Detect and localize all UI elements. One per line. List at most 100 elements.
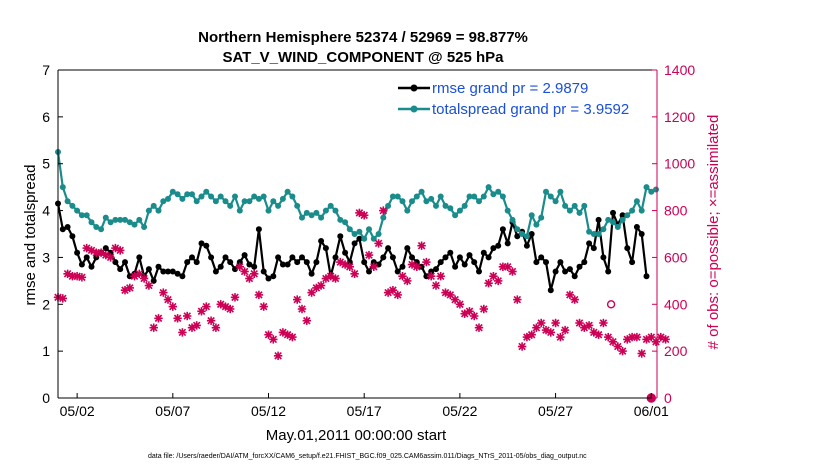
data-file-footnote: data file: /Users/raeder/DAI/ATM_forcXX/… — [148, 453, 587, 460]
series-1-point — [155, 207, 162, 214]
series-2-marker — [278, 328, 288, 337]
series-1-point — [590, 231, 597, 237]
series-1-point — [69, 202, 76, 209]
series-0-point — [83, 254, 90, 261]
series-1-point — [275, 202, 282, 209]
series-0-point — [413, 259, 420, 266]
series-2-marker — [226, 304, 235, 314]
series-1-point — [160, 198, 167, 205]
series-1-point — [78, 212, 85, 219]
series-0-point — [605, 268, 612, 275]
series-2-marker — [484, 279, 493, 288]
series-2-marker — [403, 276, 412, 286]
series-1-point — [198, 193, 205, 200]
series-0-point — [356, 235, 363, 242]
y-right-tick-label: 400 — [664, 296, 688, 312]
series-2-marker — [599, 318, 608, 328]
series-1-point — [543, 188, 549, 195]
series-2-marker — [379, 206, 388, 215]
series-2-marker — [546, 328, 555, 337]
series-0-point — [169, 268, 176, 275]
series-1-point — [232, 193, 238, 200]
series-1-point — [428, 195, 435, 202]
series-0-point — [227, 259, 234, 266]
series-0-point — [122, 259, 128, 266]
series-0-point — [284, 261, 291, 268]
series-1-point — [241, 198, 248, 205]
series-1-point — [423, 198, 430, 205]
y-axis-label-right: # of obs: o=possible; ×=assimilated — [705, 115, 722, 350]
series-0-point — [480, 249, 487, 256]
series-0-point — [586, 240, 593, 247]
series-0-point — [232, 266, 238, 273]
series-1-point — [380, 214, 387, 221]
series-2-marker — [269, 335, 278, 344]
series-2-marker — [77, 273, 87, 282]
series-0-point — [117, 266, 124, 273]
series-1-point — [447, 205, 454, 212]
series-1-point — [633, 198, 640, 205]
series-2-marker — [316, 281, 326, 290]
series-2-marker — [202, 302, 211, 311]
series-1-point — [236, 207, 243, 214]
series-2-marker — [302, 316, 311, 325]
series-0-point — [64, 224, 71, 230]
series-2-marker — [637, 349, 646, 358]
series-1-point — [346, 226, 353, 233]
series-1-point — [466, 193, 473, 200]
series-1-point — [126, 219, 133, 226]
legend-rmse-marker — [410, 84, 418, 92]
series-2-marker — [163, 295, 173, 304]
series-2-marker — [513, 295, 522, 304]
series-2-marker — [345, 262, 354, 271]
series-3-marker — [606, 300, 616, 309]
series-0-point — [69, 233, 76, 240]
series-0-point — [499, 226, 506, 233]
series-2-marker — [230, 293, 240, 302]
series-2-marker — [254, 290, 264, 300]
series-1-point — [547, 193, 554, 200]
series-0-point — [289, 254, 296, 261]
series-1-point — [523, 233, 530, 240]
series-0-point — [174, 270, 181, 277]
series-0-point — [313, 259, 320, 266]
series-1-point — [476, 198, 482, 205]
series-2-marker — [240, 267, 249, 276]
series-2-marker — [651, 337, 661, 346]
series-1-point — [433, 202, 439, 209]
series-0-point — [342, 249, 349, 256]
series-0-point — [351, 240, 358, 247]
series-2-marker — [661, 335, 670, 344]
series-2-marker — [412, 262, 421, 271]
series-1-point — [308, 212, 315, 219]
series-1-point — [413, 193, 420, 200]
series-1-point — [337, 216, 344, 223]
series-0-point — [409, 254, 415, 261]
series-2-marker — [273, 351, 283, 360]
series-1-point — [131, 221, 138, 228]
series-2-marker — [58, 294, 67, 303]
series-2-marker — [293, 295, 302, 304]
series-0-point — [495, 242, 502, 249]
series-1-point — [610, 219, 616, 226]
series-2-marker — [431, 281, 441, 290]
series-1-point — [255, 195, 262, 202]
series-2-marker — [517, 342, 527, 351]
series-2-marker — [106, 253, 115, 262]
series-0-point — [547, 287, 554, 294]
series-1-point — [279, 195, 286, 202]
series-1-point — [102, 214, 109, 221]
series-2-marker — [116, 246, 125, 255]
chart-subtitle: SAT_V_WIND_COMPONENT @ 525 hPa — [222, 49, 504, 66]
series-0-point — [595, 216, 602, 223]
x-tick-label: 06/01 — [634, 403, 669, 419]
series-1-point — [562, 202, 569, 209]
series-1-point — [409, 198, 415, 205]
series-1-point — [141, 224, 148, 230]
series-0-point — [346, 259, 353, 266]
y-tick-label: 1 — [42, 343, 50, 359]
series-1-point — [270, 198, 277, 205]
series-0-point — [241, 252, 248, 259]
series-2-marker — [183, 311, 192, 321]
series-2-marker — [144, 281, 154, 290]
